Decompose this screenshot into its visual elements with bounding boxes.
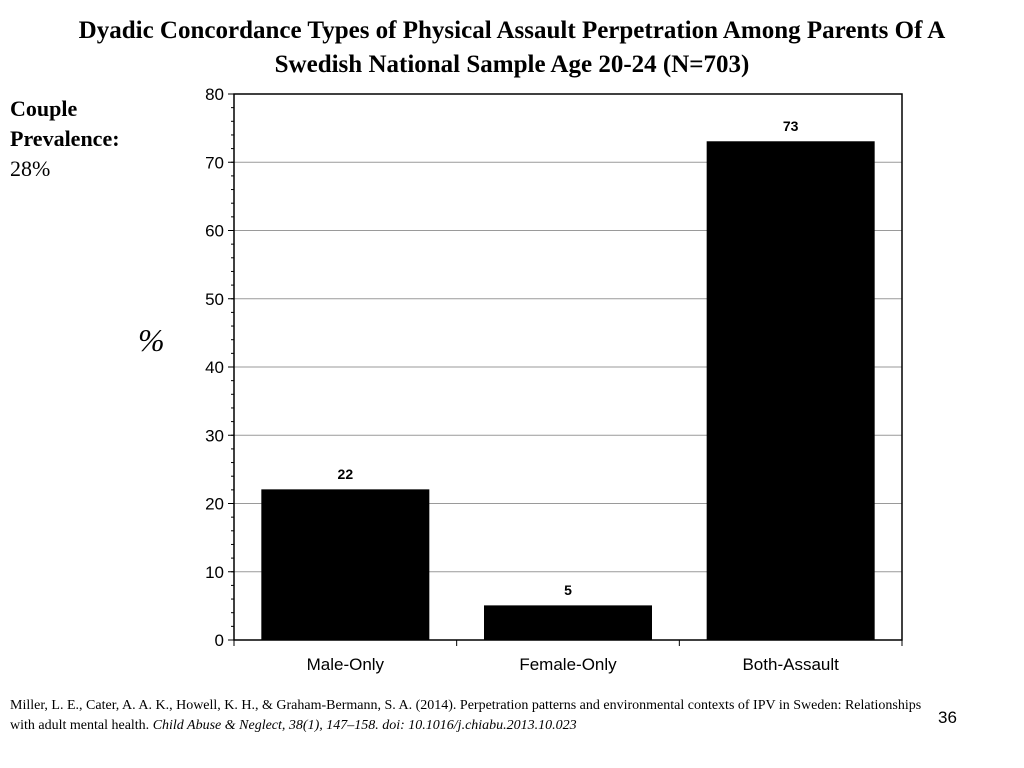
data-label: 22 <box>338 466 354 482</box>
y-axis-label: % <box>138 322 165 358</box>
citation-text: Miller, L. E., Cater, A. A. K., Howell, … <box>10 698 922 733</box>
x-tick-label: Female-Only <box>519 655 617 674</box>
y-tick-label: 70 <box>205 153 224 172</box>
bar-chart: 0 10 20 30 40 50 60 70 80 22 Male-Only 5 Female-Only… <box>205 85 903 674</box>
data-label: 5 <box>564 582 572 598</box>
y-tick-label: 30 <box>205 426 224 445</box>
title-line-1: Dyadic Concordance Types of Physical Ass… <box>78 17 946 44</box>
bar-female-only <box>484 605 652 641</box>
y-tick-label: 20 <box>205 495 224 514</box>
chart-title: Dyadic Concordance Types of Physical Ass… <box>0 14 1024 82</box>
prevalence-value: 28% <box>10 156 51 181</box>
citation: Miller, L. E., Cater, A. A. K., Howell, … <box>10 696 930 736</box>
data-label: 73 <box>783 118 799 134</box>
page-number: 36 <box>938 708 957 727</box>
y-tick-label: 80 <box>205 85 224 104</box>
y-tick-label: 50 <box>205 290 224 309</box>
x-tick-label: Male-Only <box>307 655 385 674</box>
title-line-2: Swedish National Sample Age 20-24 (N=703… <box>274 51 750 78</box>
bar-both-assault <box>706 141 875 641</box>
y-tick-label: 0 <box>215 631 224 650</box>
x-tick-label: Both-Assault <box>742 655 839 674</box>
couple-prevalence: Couple Prevalence: 28% <box>10 94 140 184</box>
y-tick-label: 60 <box>205 222 224 241</box>
y-tick-label: 10 <box>205 563 224 582</box>
prevalence-label: Couple Prevalence: <box>10 96 120 151</box>
y-tick-label: 40 <box>205 358 224 377</box>
citation-journal: Child Abuse & Neglect, 38(1), 147–158. d… <box>152 718 577 733</box>
bar-male-only <box>261 489 430 641</box>
